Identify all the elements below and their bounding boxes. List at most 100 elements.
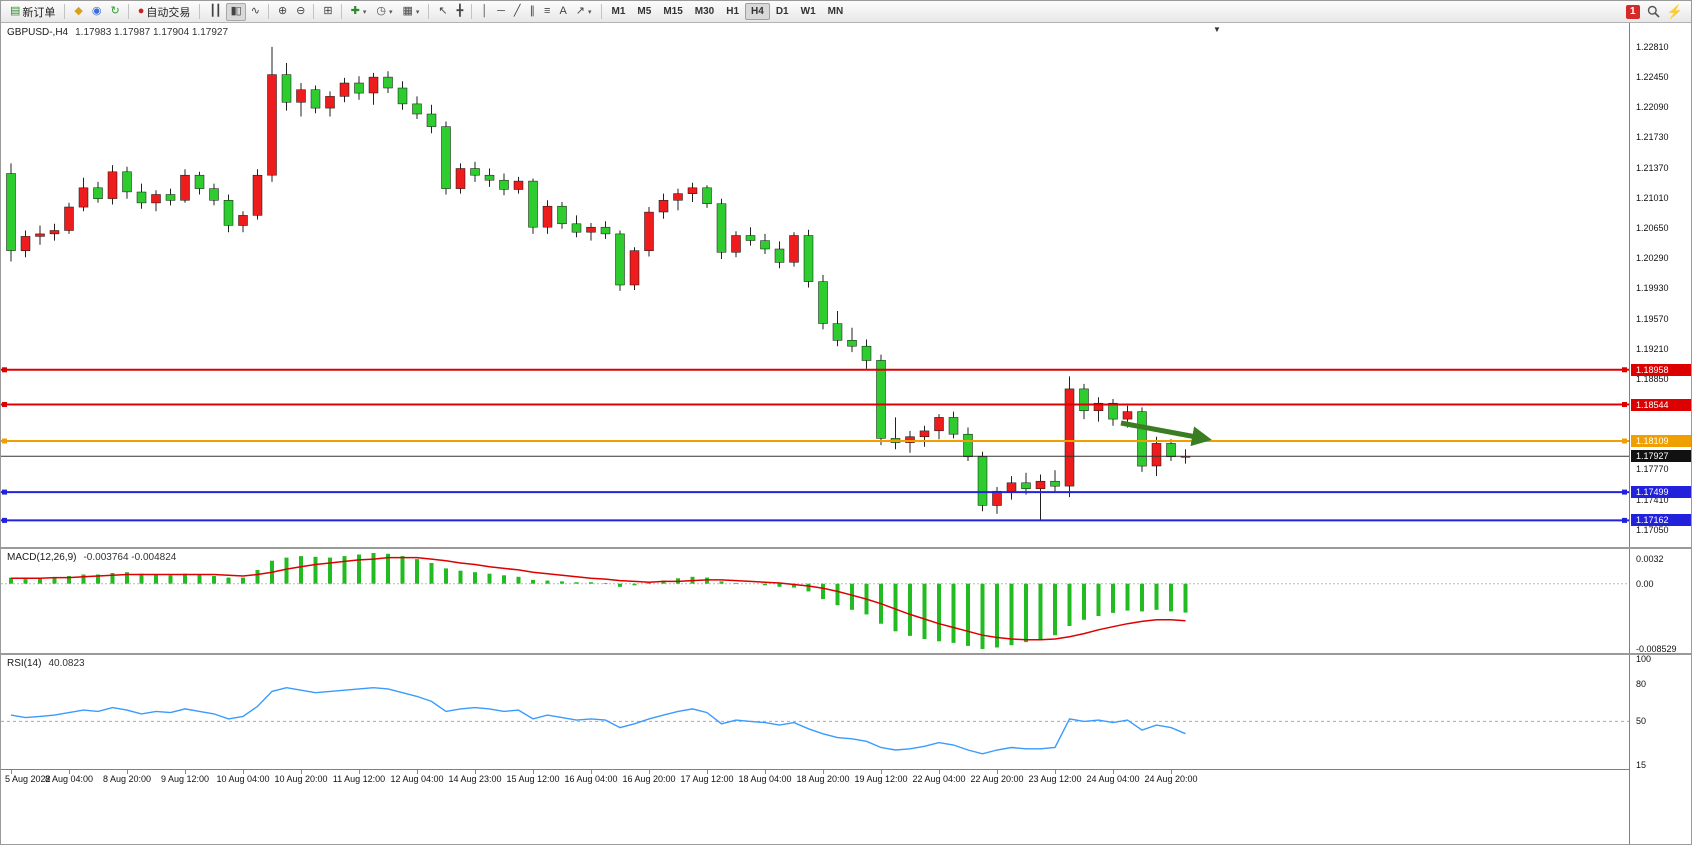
time-tick [69,770,70,774]
zoom-out-icon: ⊖ [296,5,305,17]
time-tick [707,770,708,774]
time-axis[interactable]: 5 Aug 2022 8 Aug 04:00 8 Aug 20:00 9 Aug 12… [1,769,1629,844]
zoom-in-button[interactable]: ⊕ [273,3,291,21]
time-label: 10 Aug 04:00 [216,774,270,784]
templates-button[interactable]: ▦ ▾ [397,3,424,21]
panel-separator[interactable] [1,653,1691,655]
time-tick [939,770,940,774]
toolbar-separator [64,4,66,19]
trendline-button[interactable]: ╱ [509,3,525,21]
vertical-line-button[interactable]: │ [476,3,492,21]
market-button[interactable]: ◆ [69,3,86,21]
price-tick: 1.17770 [1636,464,1669,475]
price-line-badge: 1.17499 [1631,486,1691,499]
timeframe-h1-button[interactable]: H1 [726,6,740,17]
horizontal-line-icon: ─ [497,5,505,17]
refresh-button[interactable]: ↻ [105,3,123,21]
timeframe-m15-button[interactable]: M15 [663,6,683,17]
time-tick [1171,770,1172,774]
time-label: 22 Aug 04:00 [912,774,966,784]
new-order-button[interactable]: ▤ 新订单 [5,3,60,21]
time-tick [127,770,128,774]
fibonacci-icon: ≡ [544,5,551,17]
timeframe-w1-button[interactable]: W1 [800,6,816,17]
toolbar-separator [313,4,315,19]
time-tick [823,770,824,774]
price-axis[interactable]: 1.22810 1.22450 1.22090 1.21730 1.21370 1.210… [1629,23,1691,844]
toolbar-separator [471,4,473,19]
time-label: 23 Aug 12:00 [1028,774,1082,784]
time-label: 12 Aug 04:00 [390,774,444,784]
timeframe-mn-button[interactable]: MN [827,6,844,17]
cursor-icon: ↖ [438,5,447,17]
timeframe-m5-button[interactable]: M5 [637,6,652,17]
timeframe-d1-button[interactable]: D1 [775,6,789,17]
autotrading-button[interactable]: ● 自动交易 [133,3,196,21]
community-icon: ◉ [91,5,102,17]
indicators-button[interactable]: ✚ ▾ [346,3,372,21]
dropdown-caret-icon: ▾ [588,8,592,16]
candlestick-chart-button[interactable]: ▮▯ [225,2,246,21]
toolbar: ▤ 新订单 ◆ ◉ ↻ ● 自动交易 ┃┃ ▮▯ ∿ ⊕ ⊖ ⊞ ✚ ▾ ◷ ▾ ▦ ▾ ↖ ╋ │ ─ ╱ ∥ ≡ A ↗ ▾ M1 M5… [1,1,1691,23]
symbol-label: GBPUSD-,H4 [7,27,69,38]
ohlc-quotes: 1.17983 1.17987 1.17904 1.17927 [75,27,229,38]
search-icon [1647,5,1660,18]
time-label: 15 Aug 12:00 [506,774,560,784]
dropdown-caret-icon: ▾ [388,8,393,16]
search-button[interactable] [1647,5,1660,18]
time-label: 24 Aug 20:00 [1144,774,1198,784]
line-chart-button[interactable]: ∿ [246,3,264,21]
time-label: 11 Aug 12:00 [332,774,386,784]
time-tick [765,770,766,774]
price-tick: 1.17050 [1636,524,1669,535]
community-button[interactable]: ◉ [87,3,106,21]
dropdown-caret-icon: ▾ [362,8,367,16]
chart-header: GBPUSD-,H4 1.17983 1.17987 1.17904 1.1792… [7,27,228,38]
bar-chart-button[interactable]: ┃┃ [204,3,225,21]
price-tick: 1.21730 [1636,132,1669,143]
autotrading-icon: ● [137,5,145,17]
timeframe-h4-button[interactable]: H4 [745,3,770,20]
periods-button[interactable]: ◷ ▾ [371,3,397,21]
crosshair-button[interactable]: ╋ [452,3,468,21]
text-button[interactable]: A [554,3,570,21]
dropdown-caret-icon: ▾ [415,8,420,16]
lightning-icon[interactable]: ⚡ [1666,4,1683,19]
main-chart-plot[interactable] [1,23,1629,547]
channel-button[interactable]: ∥ [525,3,540,21]
zoom-in-icon: ⊕ [277,5,287,17]
time-label: 14 Aug 23:00 [448,774,502,784]
macd-header: MACD(12,26,9) -0.003764 -0.004824 [7,552,176,563]
cursor-button[interactable]: ↖ [433,3,451,21]
price-tick: 1.19210 [1636,343,1669,354]
zoom-out-button[interactable]: ⊖ [291,3,309,21]
timeframe-m30-button[interactable]: M30 [694,6,715,17]
toolbar-left: ▤ 新订单 ◆ ◉ ↻ ● 自动交易 ┃┃ ▮▯ ∿ ⊕ ⊖ ⊞ ✚ ▾ ◷ ▾ ▦ ▾ ↖ ╋ │ ─ ╱ ∥ ≡ A ↗ ▾ M1 M5… [5,1,849,23]
price-tick: 1.21010 [1636,192,1669,203]
autotrading-button-label: 自动交易 [146,6,191,19]
rsi-tick: 50 [1636,716,1647,727]
fibonacci-button[interactable]: ≡ [539,3,554,21]
time-tick [417,770,418,774]
price-tick: 1.19930 [1636,283,1669,294]
price-tick: 1.22810 [1636,41,1669,52]
horizontal-line-button[interactable]: ─ [492,3,509,21]
rsi-plot[interactable] [1,655,1629,769]
panel-separator[interactable] [1,547,1691,549]
time-tick [359,770,360,774]
macd-label: MACD(12,26,9) [7,552,77,563]
time-tick [533,770,534,774]
text-icon: A [559,5,566,17]
macd-plot[interactable] [1,549,1629,653]
time-label: 17 Aug 12:00 [680,774,734,784]
timeframe-m1-button[interactable]: M1 [611,6,626,17]
arrows-button[interactable]: ↗ ▾ [571,3,597,21]
toolbar-separator [199,4,201,19]
tile-windows-button[interactable]: ⊞ [318,3,336,21]
arrows-icon: ↗ [575,5,585,17]
time-tick [243,770,244,774]
templates-icon: ▦ [402,5,412,17]
time-label: 18 Aug 04:00 [738,774,792,784]
toolbar-right: 1 ⚡ [1625,4,1689,19]
notification-badge[interactable]: 1 [1625,4,1640,19]
